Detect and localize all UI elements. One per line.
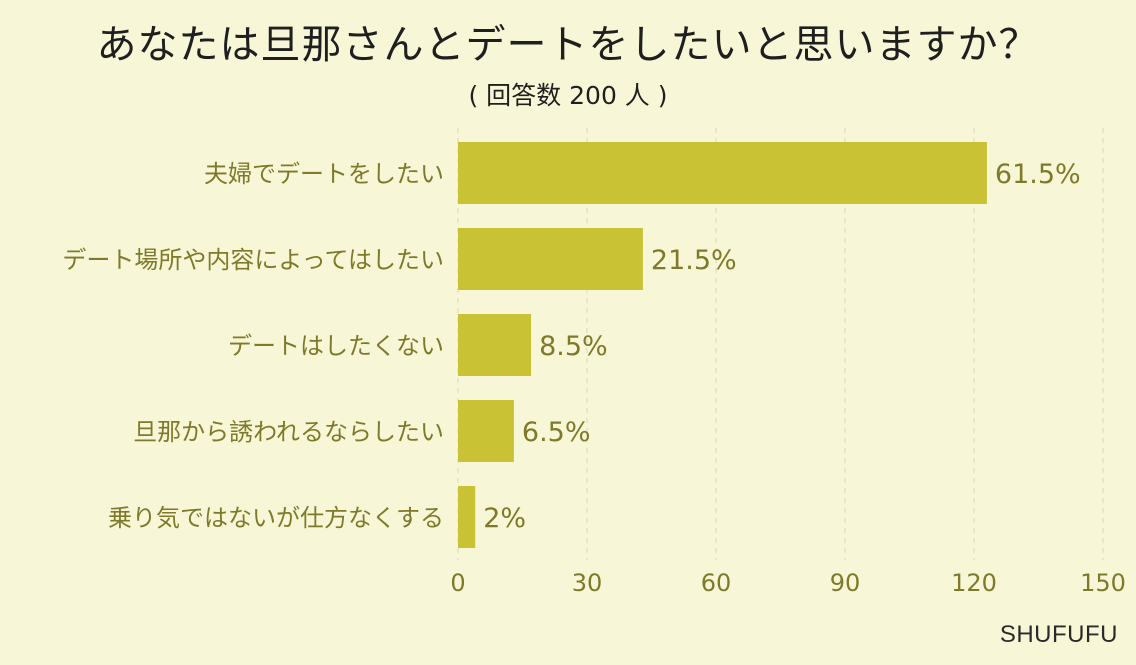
category-label: デート場所や内容によってはしたい (62, 246, 444, 274)
x-tick-label: 30 (572, 569, 603, 597)
x-tick-label: 60 (701, 569, 732, 597)
chart-subtitle: ( 回答数 200 人 ) (468, 81, 668, 110)
category-labels: 夫婦でデートをしたいデート場所や内容によってはしたいデートはしたくない旦那から誘… (62, 160, 444, 532)
value-labels: 61.5% 21.5% 8.5% 6.5% 2% (483, 159, 1080, 534)
bar (458, 400, 514, 462)
bar (458, 486, 476, 548)
bars-layer (458, 142, 987, 548)
x-tick-label: 120 (951, 569, 997, 597)
x-tick-label: 150 (1080, 569, 1126, 597)
bar (458, 142, 987, 204)
data-label: 2% (483, 503, 526, 534)
category-label: 夫婦でデートをしたい (204, 160, 444, 188)
x-tick-label: 90 (830, 569, 861, 597)
bar (458, 228, 643, 290)
data-label: 21.5% (651, 245, 737, 276)
x-axis-ticks: 0 30 60 90 120 150 (450, 569, 1126, 597)
data-label: 8.5% (539, 331, 608, 362)
category-label: 旦那から誘われるならしたい (133, 418, 444, 446)
brand-watermark: SHUFUFU (999, 621, 1118, 648)
chart-title: あなたは旦那さんとデートをしたいと思いますか？ (96, 22, 1040, 68)
x-tick-label: 0 (450, 569, 465, 597)
category-label: デートはしたくない (228, 332, 444, 360)
data-label: 6.5% (522, 417, 591, 448)
bar (458, 314, 532, 376)
category-label: 乗り気ではないが仕方なくする (108, 504, 444, 532)
data-label: 61.5% (995, 159, 1081, 190)
